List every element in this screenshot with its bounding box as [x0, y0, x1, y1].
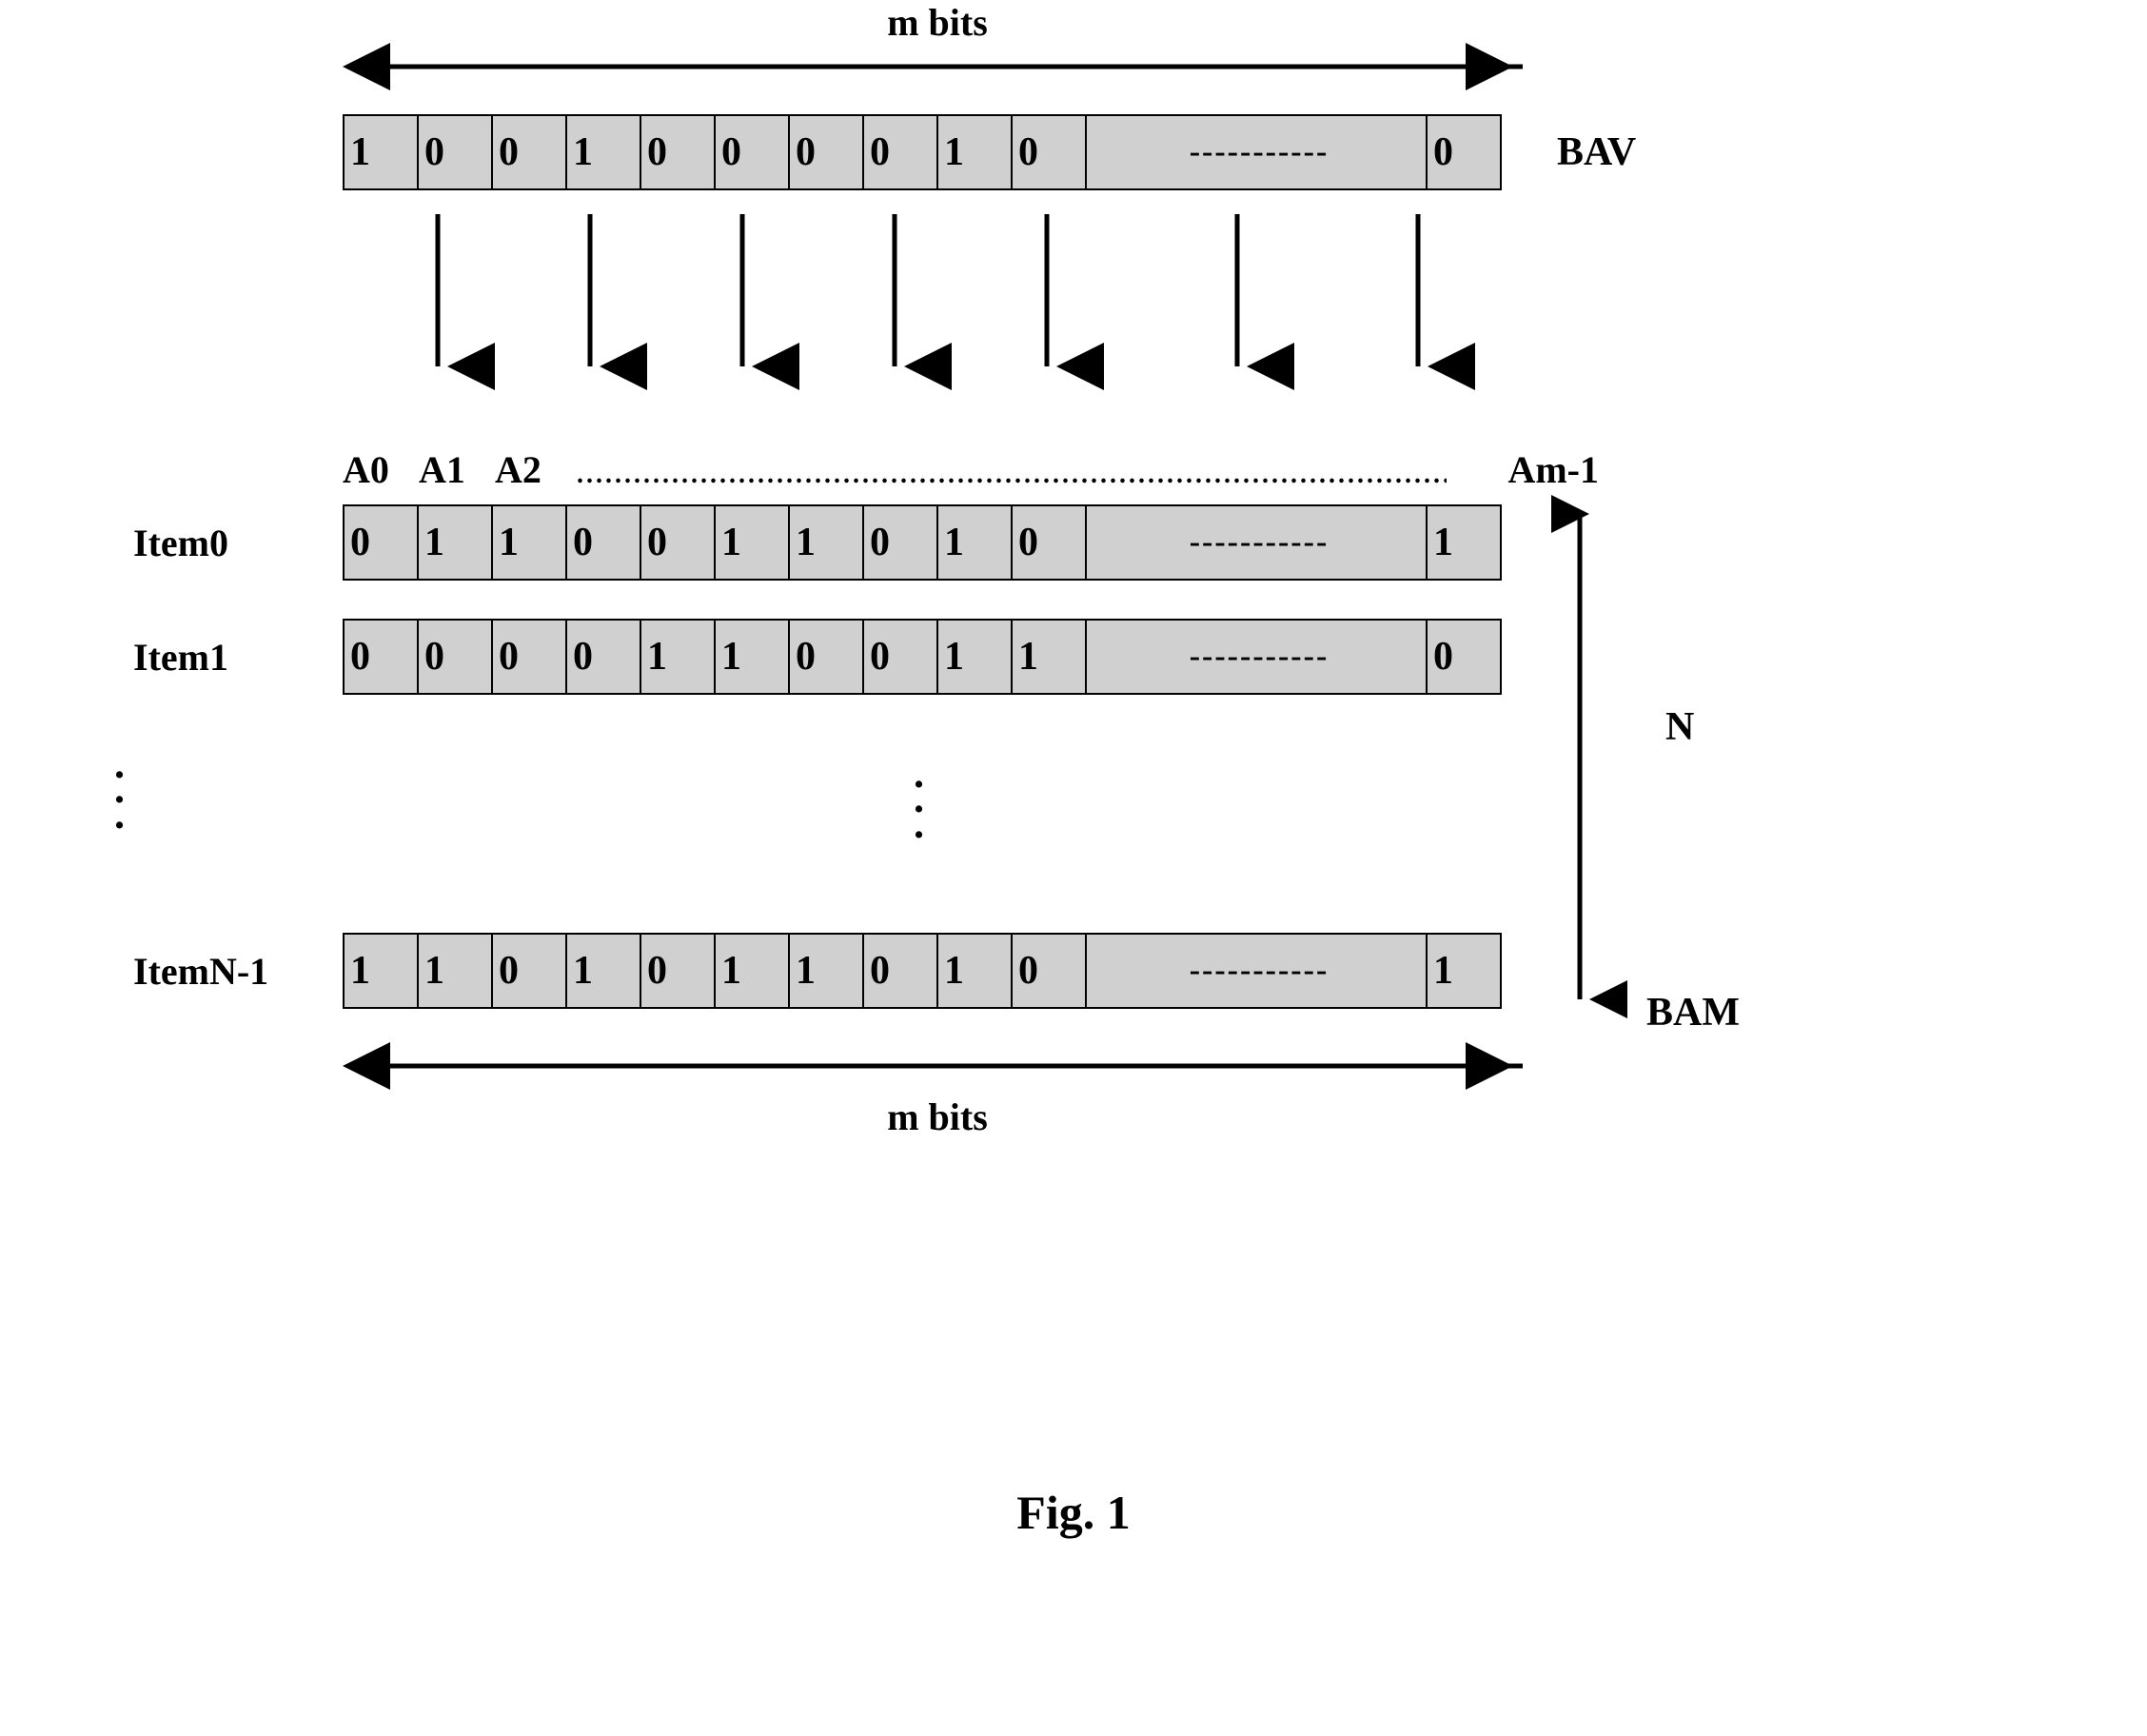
n-height-arrow: [1551, 495, 1627, 1028]
itemlast-cell: 1: [1426, 933, 1502, 1009]
item0-cell: 0: [862, 504, 938, 581]
itemlast-cell: 1: [714, 933, 790, 1009]
item0-cell: 1: [417, 504, 493, 581]
bam-label: BAM: [1646, 990, 1740, 1036]
bav-cell: 1: [936, 114, 1013, 190]
itemlast-cell: 1: [417, 933, 493, 1009]
bottom-width-arrow: [343, 1037, 1960, 1095]
itemlast-cell: 1: [788, 933, 864, 1009]
bav-cell: 0: [714, 114, 790, 190]
row-ellipsis-block: ... ...: [124, 733, 1551, 904]
col-header-a1: A1: [419, 447, 495, 492]
top-m-bits-label: m bits: [343, 0, 1532, 45]
bav-cell: 0: [491, 114, 567, 190]
itemlast-cell-ellipsis: -----------: [1085, 933, 1428, 1009]
item1-cell: 0: [565, 619, 641, 695]
col-header-last: Am-1: [1447, 447, 1599, 492]
bav-cell: 0: [1426, 114, 1502, 190]
item1-cell: 0: [491, 619, 567, 695]
itemlast-row: ItemN-1 1 1 0 1 0 1 1 0 1 0 ----------- …: [124, 933, 1500, 1009]
itemlast-cell: 0: [491, 933, 567, 1009]
item0-cell: 0: [343, 504, 419, 581]
down-arrows: [343, 205, 1770, 414]
item1-cell: 0: [788, 619, 864, 695]
item1-cell: 1: [714, 619, 790, 695]
bav-cell: 1: [565, 114, 641, 190]
itemlast-label: ItemN-1: [124, 949, 343, 994]
item0-cell: 1: [1426, 504, 1502, 581]
bav-cell: 0: [1011, 114, 1087, 190]
item0-cells: 0 1 1 0 0 1 1 0 1 0 ----------- 1: [343, 504, 1500, 581]
figure-caption: Fig. 1: [0, 1485, 2147, 1540]
itemlast-cell: 0: [862, 933, 938, 1009]
item1-cell: 0: [417, 619, 493, 695]
item0-cell: 0: [1011, 504, 1087, 581]
item1-row: Item1 0 0 0 0 1 1 0 0 1 1 ----------- 0: [124, 619, 1500, 695]
vdots-center-icon: ...: [914, 761, 924, 837]
bav-cells: 1 0 0 1 0 0 0 0 1 0 ----------- 0: [343, 114, 1500, 190]
bav-label: BAV: [1557, 129, 1636, 175]
n-label: N: [1665, 704, 1694, 750]
item0-row: Item0 0 1 1 0 0 1 1 0 1 0 ----------- 1: [124, 504, 1500, 581]
top-width-arrow: [343, 38, 1960, 95]
col-header-a2: A2: [495, 447, 571, 492]
item0-label: Item0: [124, 521, 343, 565]
itemlast-cells: 1 1 0 1 0 1 1 0 1 0 ----------- 1: [343, 933, 1500, 1009]
item1-cell: 0: [1426, 619, 1502, 695]
bav-cell: 0: [640, 114, 716, 190]
item1-cell: 0: [343, 619, 419, 695]
item0-cell: 0: [640, 504, 716, 581]
col-header-a0: A0: [343, 447, 419, 492]
item1-cell-ellipsis: -----------: [1085, 619, 1428, 695]
bav-cell: 0: [417, 114, 493, 190]
bav-cell: 1: [343, 114, 419, 190]
bav-cell: 0: [788, 114, 864, 190]
bav-cell: 0: [862, 114, 938, 190]
item0-cell: 0: [565, 504, 641, 581]
bottom-m-bits-label: m bits: [343, 1095, 1532, 1139]
itemlast-cell: 0: [1011, 933, 1087, 1009]
itemlast-cell: 1: [936, 933, 1013, 1009]
bav-cell-ellipsis: -----------: [1085, 114, 1428, 190]
item1-cell: 1: [936, 619, 1013, 695]
item0-cell: 1: [936, 504, 1013, 581]
bav-row: 1 0 0 1 0 0 0 0 1 0 ----------- 0 BAV: [124, 114, 1636, 190]
item1-cell: 1: [640, 619, 716, 695]
item0-cell-ellipsis: -----------: [1085, 504, 1428, 581]
vdots-left-icon: ...: [114, 752, 125, 827]
col-header-dots: ........................................…: [571, 460, 1447, 490]
column-headers: A0 A1 A2 ...............................…: [343, 447, 1599, 492]
itemlast-cell: 1: [343, 933, 419, 1009]
item1-cell: 1: [1011, 619, 1087, 695]
item1-cells: 0 0 0 0 1 1 0 0 1 1 ----------- 0: [343, 619, 1500, 695]
item0-cell: 1: [788, 504, 864, 581]
item1-label: Item1: [124, 635, 343, 680]
itemlast-cell: 0: [640, 933, 716, 1009]
item0-cell: 1: [714, 504, 790, 581]
item1-cell: 0: [862, 619, 938, 695]
item0-cell: 1: [491, 504, 567, 581]
itemlast-cell: 1: [565, 933, 641, 1009]
